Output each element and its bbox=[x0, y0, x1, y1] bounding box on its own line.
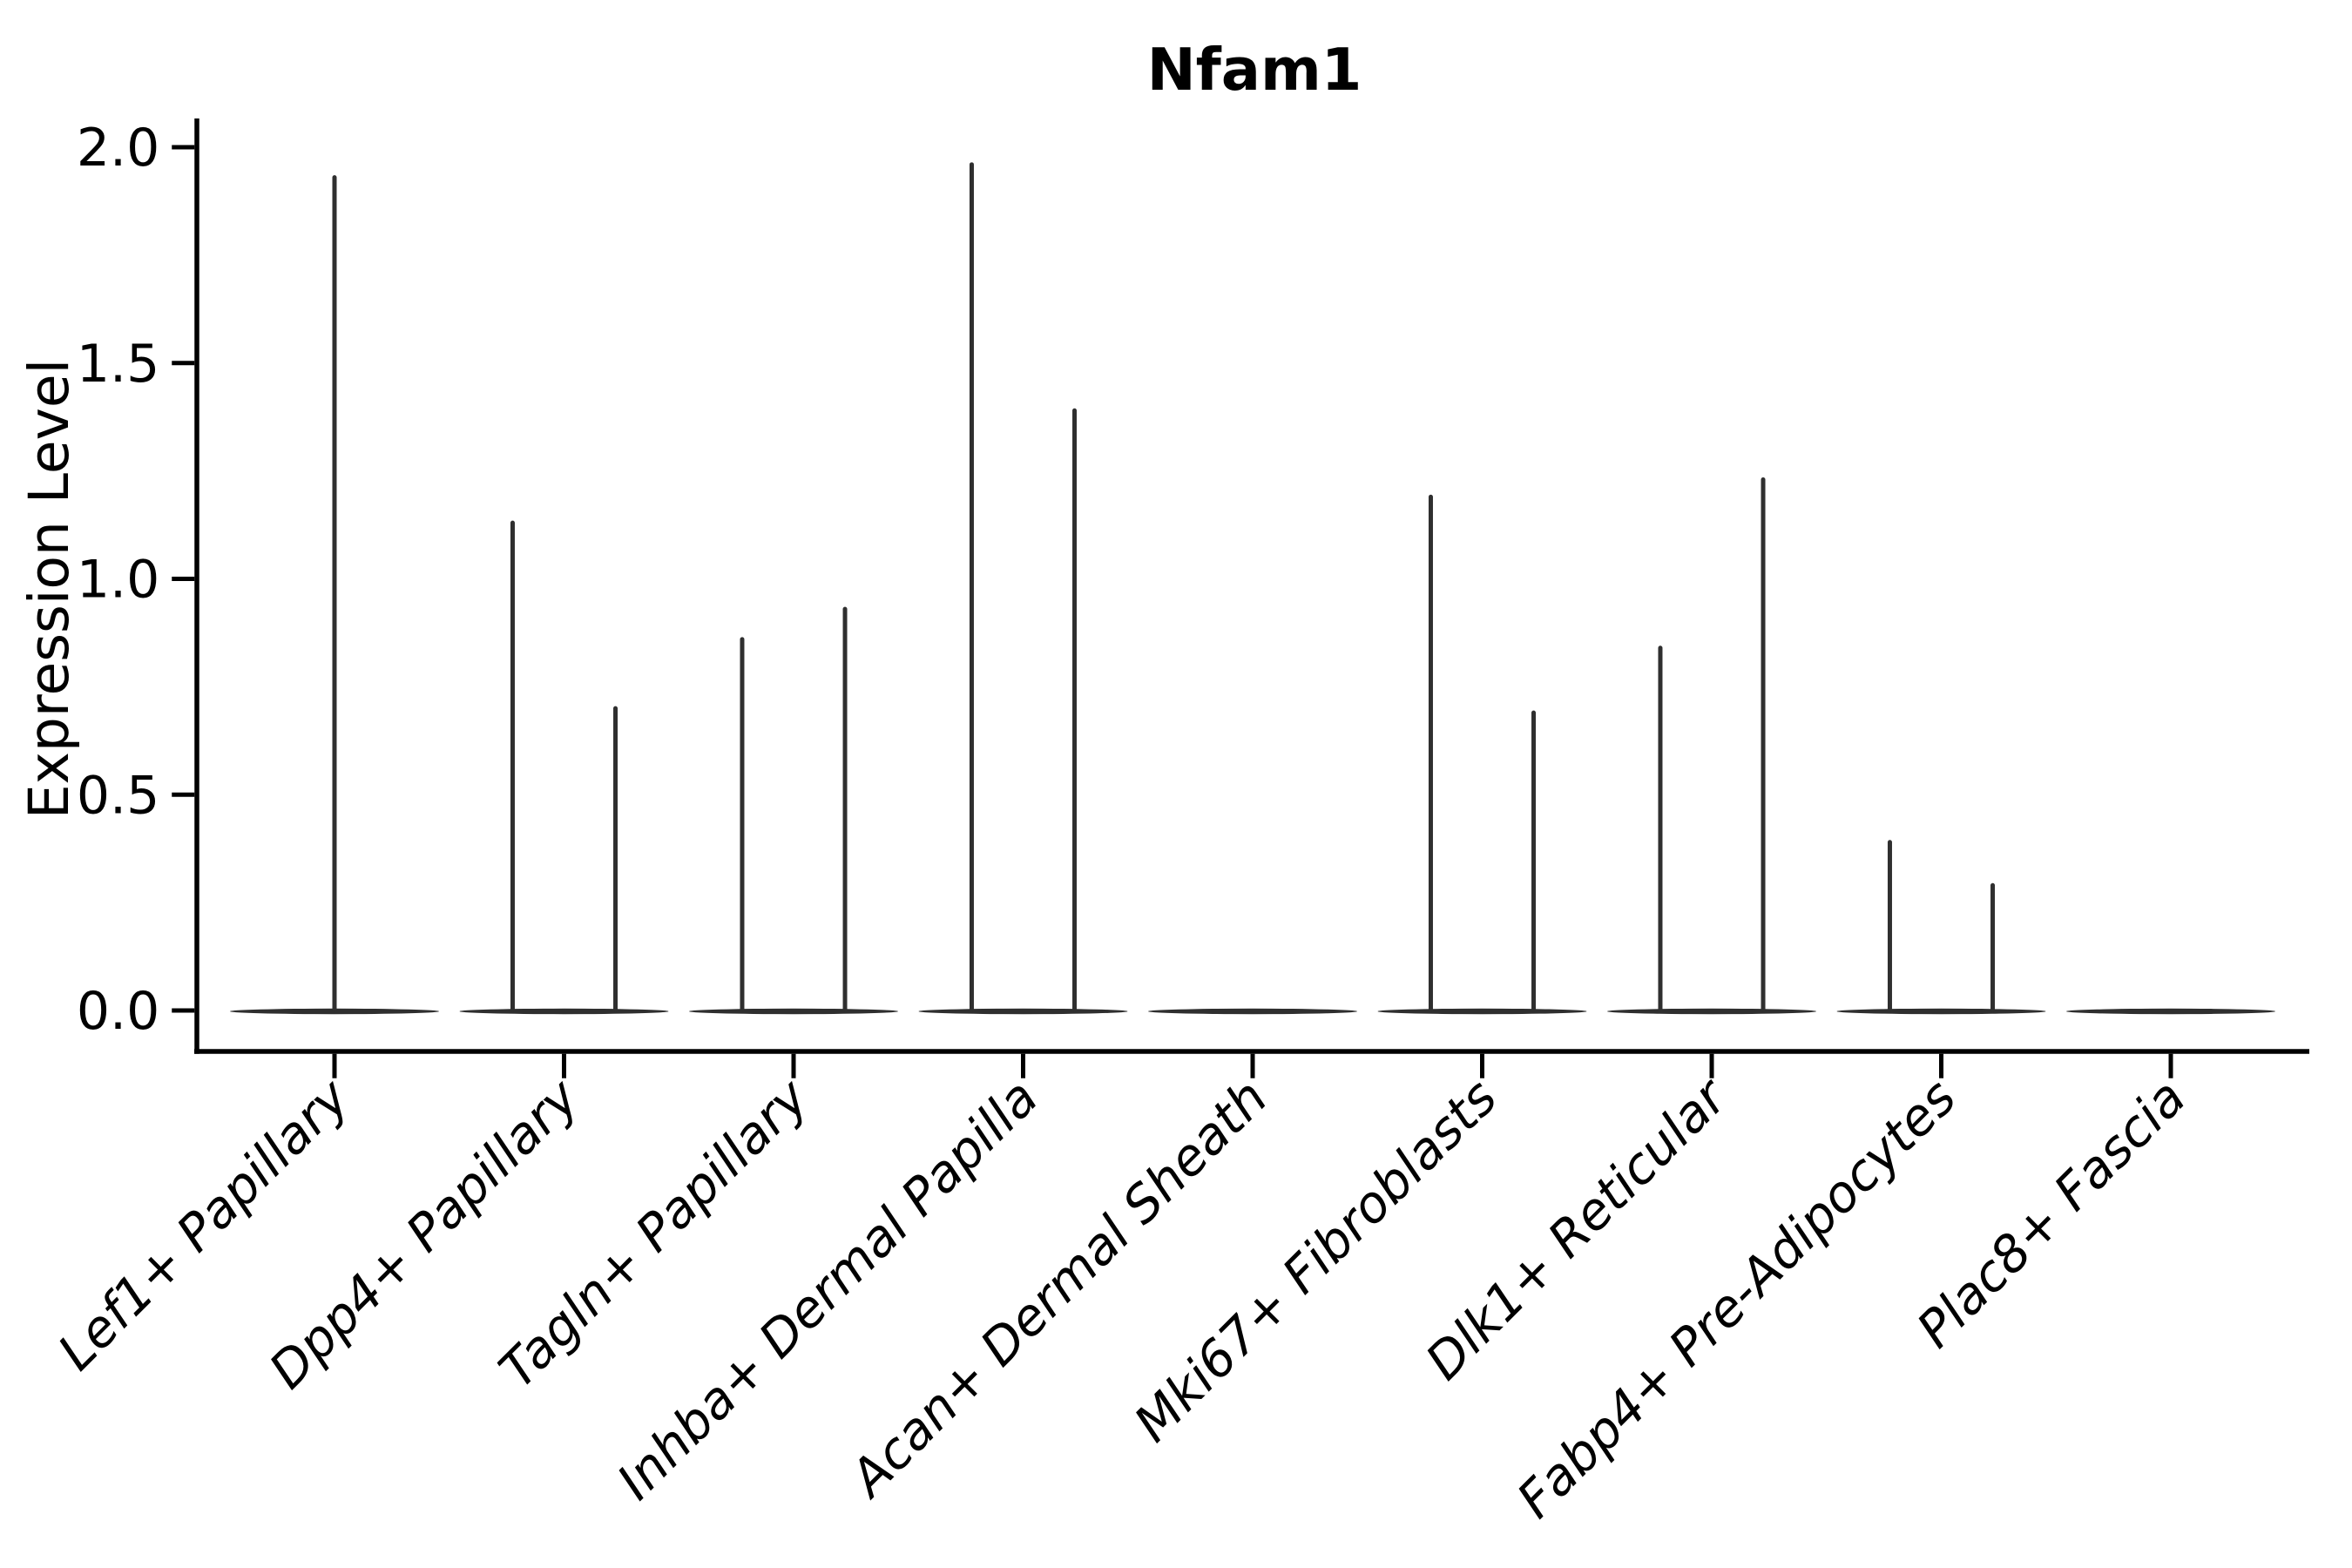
y-tick-label: 1.0 bbox=[77, 550, 159, 611]
violin-zero-dash bbox=[1836, 1008, 2046, 1015]
violin-zero-dash bbox=[1607, 1008, 1816, 1015]
violin-zero-dash bbox=[2066, 1008, 2275, 1015]
violin bbox=[1836, 840, 2046, 1015]
violin bbox=[918, 162, 1128, 1015]
x-tick-label: Fabp4+ Pre-Adipocytes bbox=[1505, 1068, 1967, 1530]
violin bbox=[689, 606, 898, 1015]
y-tick-label: 0.5 bbox=[77, 765, 159, 826]
y-tick-label: 0.0 bbox=[77, 981, 159, 1042]
violin bbox=[2066, 1008, 2275, 1015]
x-tick-label: Inhba+ Dermal Papilla bbox=[605, 1068, 1049, 1511]
y-tick-label: 2.0 bbox=[77, 118, 159, 179]
violin-zero-dash bbox=[689, 1008, 898, 1015]
axes-group bbox=[194, 118, 2309, 1054]
violin-zero-dash bbox=[459, 1008, 669, 1015]
violin-zero-dash bbox=[1377, 1008, 1587, 1015]
chart-title: Nfam1 bbox=[1147, 36, 1362, 104]
violin bbox=[1607, 477, 1816, 1015]
y-axis-label: Expression Level bbox=[17, 359, 81, 819]
y-tick-label: 1.5 bbox=[77, 334, 159, 395]
y-ticks-group: 0.0 0.5 1.0 1.5 2.0 bbox=[77, 118, 195, 1042]
violin bbox=[459, 520, 669, 1015]
violin bbox=[1148, 1008, 1357, 1015]
violin bbox=[230, 175, 439, 1015]
violins-group bbox=[230, 162, 2275, 1015]
violin bbox=[1377, 494, 1587, 1015]
x-tick-label: Acan+ Dermal Sheath bbox=[836, 1068, 1279, 1511]
violin-zero-dash bbox=[1148, 1008, 1357, 1015]
violin-zero-dash bbox=[918, 1008, 1128, 1015]
